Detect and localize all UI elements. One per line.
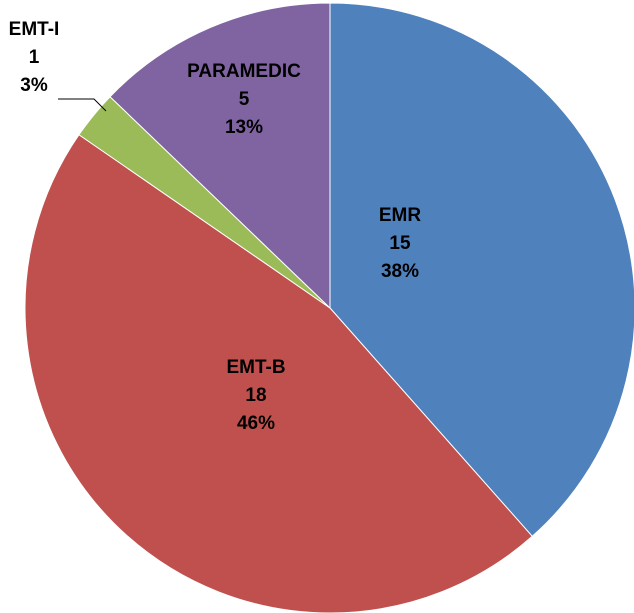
slice-value: 1	[29, 47, 40, 68]
slice-percent: 38%	[381, 261, 419, 282]
slice-percent: 13%	[225, 117, 263, 138]
slice-label: EMT-B	[226, 357, 285, 378]
leader-line	[58, 98, 107, 112]
pie-slice	[24, 134, 533, 613]
slice-value: 5	[239, 89, 250, 110]
slice-percent: 46%	[237, 413, 275, 434]
slice-label: EMR	[379, 205, 422, 226]
slice-value: 15	[389, 233, 411, 254]
slice-label: EMT-I	[9, 19, 60, 40]
pie-slice	[109, 2, 331, 310]
pie-slice	[329, 2, 634, 538]
slice-percent: 3%	[20, 75, 48, 96]
slice-label: PARAMEDIC	[187, 61, 301, 82]
slice-value: 18	[245, 385, 266, 406]
